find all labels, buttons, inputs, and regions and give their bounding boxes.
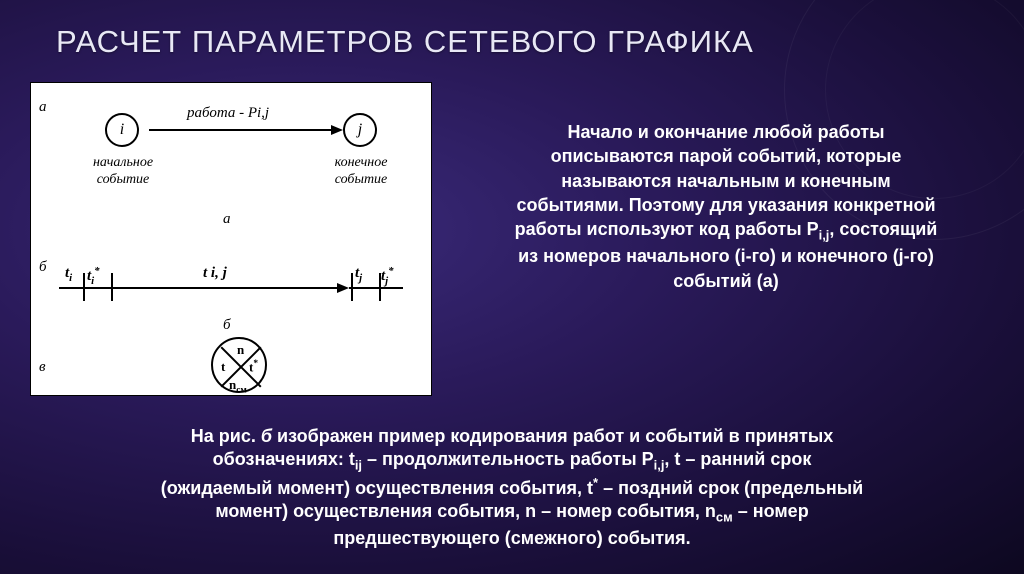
bp-l5: предшествующего (смежного) события.	[333, 528, 690, 548]
bp-l1a: На рис.	[191, 426, 261, 446]
edge-label-a: работа - Pi,j	[187, 105, 269, 122]
rp-l2: описываются парой событий, которые	[551, 146, 902, 166]
edge-label-b: t i, j	[203, 265, 227, 282]
edge-line-a	[149, 129, 333, 131]
bp-l2b: – продолжительность работы P	[362, 449, 654, 469]
network-diagram: а б в i j работа - Pi,j начальноесобытие…	[30, 82, 432, 396]
bp-l4a: момент) осуществления события, n – номер…	[215, 501, 716, 521]
end-event-label: конечноесобытие	[315, 155, 407, 189]
slide-title: РАСЧЕТ ПАРАМЕТРОВ СЕТЕВОГО ГРАФИКА	[56, 24, 754, 60]
bp-l2-sub2: i,j	[654, 458, 665, 473]
tick-label-ti-star: ti*	[87, 265, 100, 287]
bp-l3a: (ожидаемый момент) осуществления события…	[161, 478, 593, 498]
bottom-paragraph: На рис. б изображен пример кодирования р…	[100, 425, 924, 550]
bp-l2-sub1: ij	[355, 458, 362, 473]
rp-l3: называются начальным и конечным	[561, 171, 891, 191]
bp-l4b: – номер	[733, 501, 809, 521]
pie-label-tstar: t*	[249, 359, 258, 375]
rp-l5b: , состоящий	[829, 219, 937, 239]
edge-line-b	[109, 287, 339, 289]
sublabel-a: а	[223, 211, 231, 228]
rp-l4: событиями. Поэтому для указания конкретн…	[516, 195, 935, 215]
node-i: i	[105, 113, 139, 147]
rp-l5-sub: i,j	[819, 228, 830, 243]
bp-l2a: обозначениях: t	[213, 449, 355, 469]
row-label-b: б	[39, 259, 47, 276]
bp-l4-sub: см	[716, 510, 733, 525]
tick-label-ti: ti	[65, 265, 72, 284]
pie-label-t: t	[221, 359, 225, 375]
rp-l7: событий (а)	[673, 271, 778, 291]
pie-label-ncm: nсм	[229, 377, 247, 396]
bp-l3b: – поздний срок (предельный	[598, 478, 863, 498]
edge-arrowhead-a	[331, 125, 343, 135]
start-event-label: начальноесобытие	[77, 155, 169, 189]
event-pie: n t t* nсм	[211, 337, 267, 393]
bp-l1b: изображен пример кодирования работ и соб…	[272, 426, 833, 446]
tick-tj	[351, 273, 353, 301]
rp-l5a: работы используют код работы P	[515, 219, 819, 239]
tick-label-tj-star: tj*	[381, 265, 394, 287]
node-j: j	[343, 113, 377, 147]
tick-label-tj: tj	[355, 265, 362, 284]
row-label-a: а	[39, 99, 47, 116]
sublabel-b: б	[223, 317, 231, 334]
bp-l1i: б	[261, 426, 272, 446]
tick-ti	[83, 273, 85, 301]
pie-label-n: n	[237, 342, 244, 358]
right-paragraph: Начало и окончание любой работы описываю…	[460, 120, 992, 293]
bp-l2c: , t – ранний срок	[664, 449, 811, 469]
baseline-left	[59, 287, 113, 289]
edge-arrowhead-b	[337, 283, 349, 293]
rp-l1: Начало и окончание любой работы	[568, 122, 885, 142]
rp-l6: из номеров начального (i-го) и конечного…	[518, 246, 934, 266]
row-label-v: в	[39, 359, 46, 376]
baseline-right	[349, 287, 403, 289]
